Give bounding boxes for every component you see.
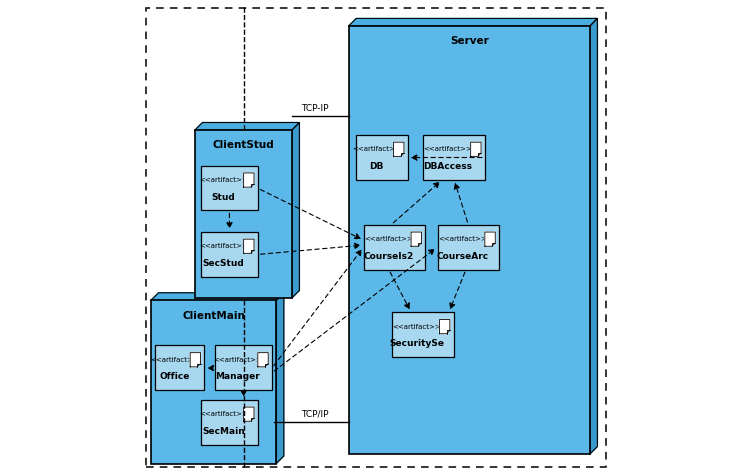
Text: SecuritySe: SecuritySe [389,339,444,348]
Text: <<artifact>>: <<artifact>> [352,146,401,152]
Bar [201,166,258,210]
Text: Office: Office [159,372,190,381]
Polygon shape [190,353,201,367]
Bar [356,135,408,180]
Text: Server: Server [450,36,489,46]
Text: CourseIs2: CourseIs2 [363,252,413,261]
Text: <<artifact>>: <<artifact>> [424,146,472,152]
Text: Stud: Stud [212,193,235,201]
Polygon shape [244,407,254,421]
Bar [195,130,292,298]
Text: <<artifact>>: <<artifact>> [199,243,248,249]
Text: <<artifact>>: <<artifact>> [392,324,441,330]
Text: <<artifact>>: <<artifact>> [150,357,199,363]
Polygon shape [276,293,284,464]
Bar [392,312,454,357]
Polygon shape [292,123,299,298]
Bar [201,400,258,445]
Text: <<artifact>>: <<artifact>> [213,357,262,363]
Polygon shape [258,353,268,367]
Text: ClientMain: ClientMain [182,311,245,321]
Bar [155,345,204,390]
Polygon shape [195,123,299,130]
Polygon shape [151,293,284,300]
Polygon shape [411,232,421,246]
Text: <<artifact>>: <<artifact>> [199,411,248,417]
Text: Manager: Manager [216,372,260,381]
Polygon shape [485,232,495,246]
Text: ClientStud: ClientStud [213,140,274,150]
Text: <<artifact>>: <<artifact>> [438,236,486,242]
Text: TCP/IP: TCP/IP [301,410,328,419]
Bar [363,225,425,270]
Polygon shape [470,142,481,157]
Text: DBAccess: DBAccess [424,162,473,171]
Bar [201,232,258,277]
Text: CourseArc: CourseArc [436,252,488,261]
Bar [423,135,485,180]
Bar [151,300,276,464]
Polygon shape [348,18,597,26]
Polygon shape [440,320,450,334]
Polygon shape [590,18,597,454]
Text: SecMain: SecMain [202,427,245,436]
Text: <<artifact>>: <<artifact>> [199,177,248,183]
Text: SecStud: SecStud [203,259,244,268]
Bar [348,26,590,454]
Text: DB: DB [369,162,384,171]
Text: TCP-IP: TCP-IP [301,104,328,113]
Bar [437,225,499,270]
Polygon shape [244,173,254,187]
Bar [215,345,272,390]
Polygon shape [244,239,254,254]
Polygon shape [394,142,404,157]
Text: <<artifact>>: <<artifact>> [364,236,412,242]
